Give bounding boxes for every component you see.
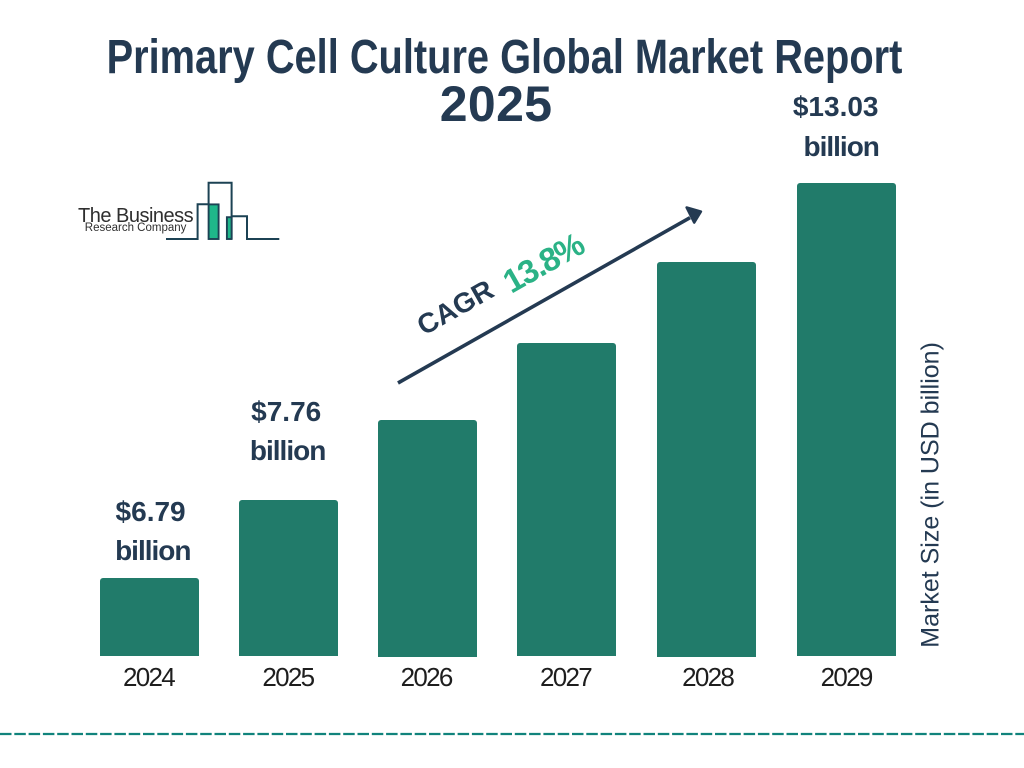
- svg-text:13.8%: 13.8%: [496, 225, 590, 300]
- svg-text:CAGR: CAGR: [412, 274, 499, 342]
- svg-text:Market Size (in USD billion): Market Size (in USD billion): [917, 342, 945, 648]
